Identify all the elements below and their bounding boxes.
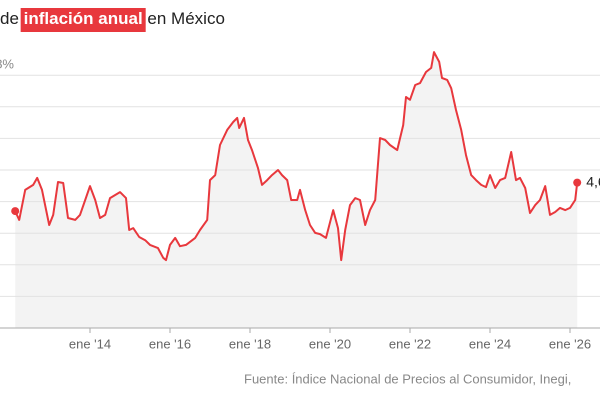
x-tick-label: ene '20	[309, 336, 351, 351]
line	[14, 51, 579, 262]
end-dot	[573, 178, 582, 187]
end-dot	[11, 207, 20, 216]
title-prefix: de	[0, 9, 19, 28]
source: Fuente: Índice Nacional de Precios al Co…	[244, 371, 571, 386]
x-tick-label: ene '26	[549, 336, 591, 351]
chart-title: de inflación anual en México	[0, 9, 225, 28]
x-tick-label: ene '16	[149, 336, 191, 351]
area	[15, 52, 578, 328]
x-tick-label: ene '14	[69, 336, 111, 351]
x-tick-label: ene '18	[229, 336, 271, 351]
y-tick-label: 8%	[0, 57, 14, 72]
title-highlight: inflación anual	[24, 9, 143, 28]
x-tick-label: ene '24	[469, 336, 511, 351]
title-highlight-box	[20, 8, 146, 32]
title-suffix: en México	[147, 9, 224, 28]
x-tick-label: ene '22	[389, 336, 431, 351]
value-label: 4,6%	[586, 173, 600, 189]
